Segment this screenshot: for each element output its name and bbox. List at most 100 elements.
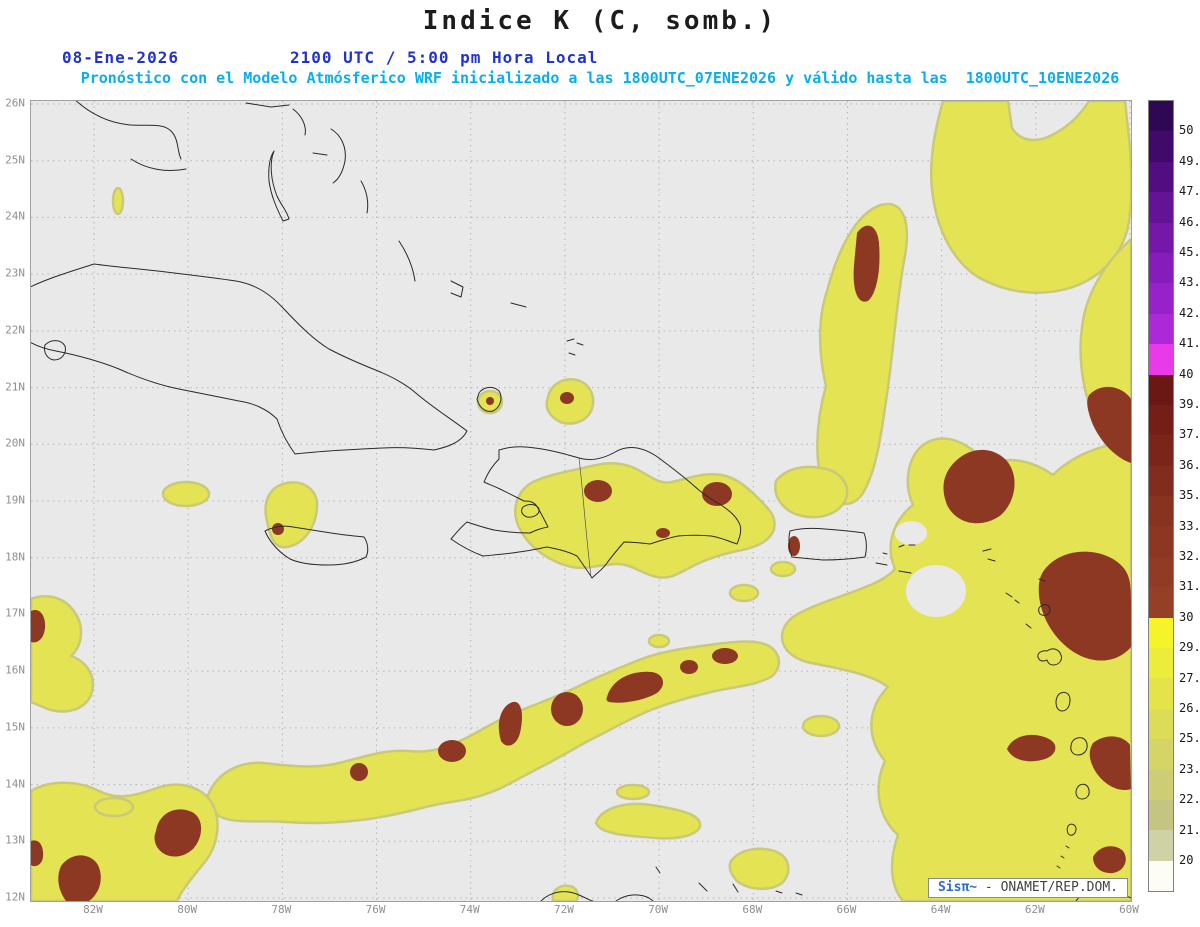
kindex-core-pr-west [788,536,800,556]
coastlines [31,101,1131,901]
colorbar-label-43.9: 43.9 [1179,275,1200,290]
lat-tick-23N: 23N [5,266,25,280]
coastline-lesser-antilles [982,548,1131,899]
colorbar-segment-17 [1149,617,1173,649]
lat-tick-12N: 12N [5,890,25,904]
colorbar-segment-3 [1149,192,1173,223]
border-haiti-dr [578,457,592,578]
lon-tick-68W: 68W [742,903,763,916]
kindex-speck-3 [647,633,671,649]
lon-tick-62W: 62W [1024,903,1045,916]
kindex-core-bl-1 [154,809,202,857]
coastline-bahamas-abaco [292,108,306,136]
kindex-region-topright-lobe [816,202,909,506]
colorbar-segment-15 [1149,556,1173,588]
lat-tick-22N: 22N [5,323,25,337]
lon-tick-80W: 80W [177,903,198,916]
colorbar-label-20: 20 [1179,853,1194,867]
colorbar-segment-8 [1149,344,1173,375]
lat-tick-15N: 15N [5,720,25,734]
kindex-core-band-2 [438,740,466,762]
kindex-core-hispaniola-2 [702,482,732,506]
colorbar-segment-16 [1149,587,1173,618]
colorbar-label-46.5: 46.5 [1179,214,1200,229]
colorbar-segment-13 [1149,496,1173,527]
kindex-core-topright-lobe [853,225,880,302]
coastline-bahamas-eleuthera [312,128,346,184]
kindex-core-hispaniola-3 [656,528,670,538]
colorbar-label-39.1: 39.1 [1179,397,1200,411]
kindex-region-left-edge [31,595,95,713]
map-canvas [31,101,1131,901]
kindex-core-br-1 [1007,734,1056,762]
lon-tick-74W: 74W [459,903,480,916]
colorbar-segment-7 [1149,313,1173,345]
coastline-gonave [521,504,540,518]
colorbar [1148,100,1174,893]
kindex-maroon-cores [31,225,1131,901]
coastline-turks-caicos [566,338,584,356]
lat-tick-14N: 14N [5,777,25,791]
kindex-region-bottom-center-1 [594,802,702,840]
lon-tick-82W: 82W [83,903,103,916]
kindex-region-top-speck [111,186,125,216]
colorbar-segment-4 [1149,222,1173,253]
coastline-puerto-rico [788,527,867,561]
colorbar-segment-20 [1149,708,1173,740]
coastline-florida-keys [130,158,187,172]
gray-hole-2 [895,521,927,545]
lat-tick-19N: 19N [5,493,25,507]
kindex-speck-2 [769,560,797,578]
colorbar-label-41.3: 41.3 [1179,336,1200,351]
kindex-speck-1 [728,583,760,603]
kindex-core-ne-of-pr [943,449,1015,524]
lat-tick-25N: 25N [5,153,25,167]
forecast-time: 2100 UTC / 5:00 pm Hora Local [290,48,599,67]
kindex-core-hispaniola-1 [584,480,612,502]
colorbar-label-37.8: 37.8 [1179,427,1200,442]
model-init-info: Pronóstico con el Modelo Atmósferico WRF… [80,69,1120,87]
kindex-core-band-6 [680,660,698,674]
colorbar-label-32.6: 32.6 [1179,549,1200,563]
colorbar-label-21.3: 21.3 [1179,822,1200,837]
lat-tick-13N: 13N [5,833,25,847]
colorbar-label-35.2: 35.2 [1179,488,1200,503]
coastline-cuba [31,263,468,455]
lon-tick-78W: 78W [271,903,292,916]
colorbar-segment-22 [1149,769,1173,800]
colorbar-label-47.8: 47.8 [1179,184,1200,199]
kindex-core-band-5 [606,671,664,703]
colorbar-label-45.2: 45.2 [1179,245,1200,259]
kindex-speck-4 [801,714,841,738]
kindex-core-jamaica [272,523,284,535]
colorbar-segment-5 [1149,252,1173,284]
kindex-core-ne-edge [1087,386,1131,463]
coastline-florida [75,101,182,160]
kindex-region-puertorico-north [773,465,849,519]
lon-tick-64W: 64W [930,903,951,916]
coastline-virgin-islands [875,544,916,574]
kindex-gray-holes [895,521,966,617]
colorbar-segment-18 [1149,648,1173,679]
coastline-bahamas-andros [268,150,290,222]
colorbar-label-27.8: 27.8 [1179,670,1200,685]
kindex-core-br-corner [1093,846,1126,874]
lat-tick-26N: 26N [5,96,25,110]
kindex-region-bc-speck [615,783,651,801]
colorbar-segment-14 [1149,526,1173,557]
lat-tick-17N: 17N [5,606,25,620]
kindex-region-bottom-center-2 [728,847,790,890]
gray-hole-1 [906,565,966,617]
kindex-core-left-edge [31,609,46,643]
lat-tick-18N: 18N [5,550,25,564]
colorbar-segment-19 [1149,678,1173,709]
kindex-region-jamaica [264,481,319,549]
kindex-region-hispaniola [514,462,776,579]
lat-tick-24N: 24N [5,209,25,223]
kindex-region-topright-main [930,101,1131,294]
lat-tick-20N: 20N [5,436,25,450]
colorbar-segment-25 [1149,860,1173,892]
map-plot-area: Sisπ~ - ONAMET/REP.DOM. [30,100,1132,902]
colorbar-label-30: 30 [1179,609,1194,624]
